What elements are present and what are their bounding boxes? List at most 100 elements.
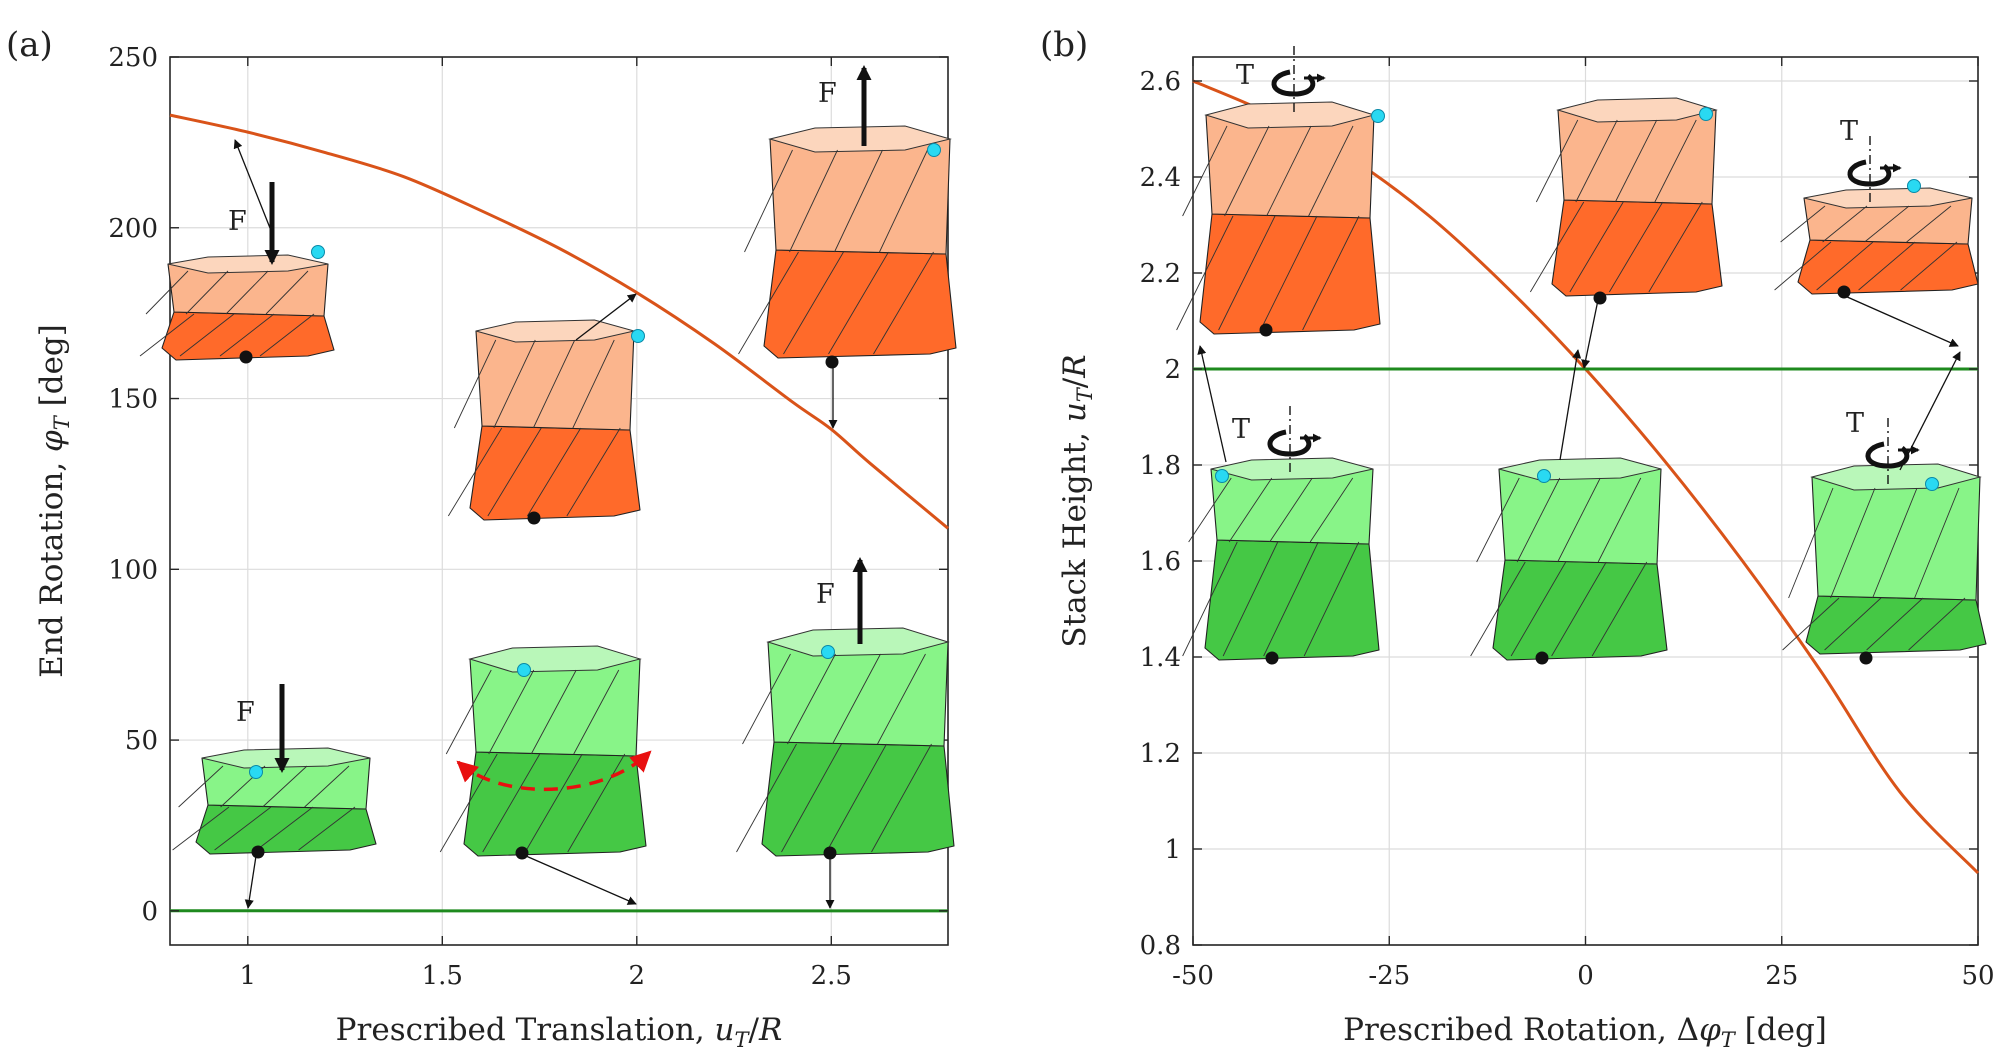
a-ytick-label: 150 bbox=[108, 385, 158, 415]
b-green-model-3-top-node bbox=[1925, 477, 1939, 491]
b-orange-model-3-crease bbox=[1858, 241, 1916, 291]
a-orange-model-2-bottom-node bbox=[527, 511, 541, 525]
a-pointer-green-2 bbox=[525, 855, 637, 905]
a-green-model-3 bbox=[736, 627, 955, 860]
a-ytick-label: 250 bbox=[108, 43, 158, 73]
b-green-model-2-crease bbox=[1591, 561, 1648, 657]
a-orange-model-1-top-node bbox=[311, 245, 325, 259]
b-orange-model-3-top-face bbox=[1803, 187, 1973, 209]
b-green-model-3-crease bbox=[1914, 487, 1960, 599]
a-green-model-1-crease bbox=[298, 806, 356, 851]
a-green-model-3-crease bbox=[877, 653, 926, 745]
b-green-model-2-top-node bbox=[1537, 469, 1551, 483]
b-orange-model-3-crease bbox=[1864, 205, 1910, 243]
a-orange-model-3-crease bbox=[873, 251, 934, 355]
a-green-model-3-top-node bbox=[821, 645, 835, 659]
a-orange-model-2-crease bbox=[453, 339, 497, 429]
b-xtick-label: 25 bbox=[1765, 961, 1798, 991]
b-orange-model-3-crease bbox=[1774, 241, 1832, 291]
a-force-down-orange-label: F bbox=[228, 206, 247, 237]
a-orange-model-1-crease bbox=[145, 270, 189, 315]
panel-a: 1 1.5 2 2.5 0 50 100 150 200 250 Prescribed Trans… bbox=[34, 43, 957, 1052]
a-green-model-3-crease bbox=[742, 653, 791, 745]
a-orange-branch-line bbox=[169, 113, 949, 530]
a-orange-model-3-crease bbox=[744, 149, 793, 253]
b-orange-model-1-top-node bbox=[1371, 109, 1385, 123]
a-ticks: 1 1.5 2 2.5 0 50 100 150 200 250 bbox=[108, 43, 948, 991]
a-orange-model-2-crease bbox=[572, 339, 615, 429]
b-orange-model-2-crease bbox=[1529, 201, 1585, 293]
b-xtick-label: -25 bbox=[1368, 961, 1410, 991]
a-green-model-1-crease bbox=[214, 806, 272, 851]
b-orange-model-2-crease bbox=[1614, 119, 1658, 203]
a-green-model-2-crease bbox=[445, 669, 492, 755]
a-green-model-3-crease bbox=[787, 653, 836, 745]
b-green-model-1-top-face bbox=[1210, 457, 1374, 481]
a-green-model-3-lower-module bbox=[761, 741, 955, 857]
a-orange-model-1-crease bbox=[265, 270, 309, 315]
a-green-model-2-top-face bbox=[468, 645, 642, 673]
b-orange-model-1-crease bbox=[1224, 125, 1270, 217]
b-torque-green-1: T bbox=[1232, 406, 1322, 476]
b-green-model-1-crease bbox=[1309, 477, 1354, 543]
b-models: T T T T bbox=[1176, 46, 1987, 665]
b-ticks: -50 -25 0 25 50 0.8 1 1.2 1.4 1.6 1.8 2 2.2 2.4 2.6 bbox=[1140, 57, 1995, 991]
a-green-model-1-crease bbox=[304, 765, 350, 808]
b-orange-model-1-crease bbox=[1308, 125, 1354, 217]
a-xlabel: Prescribed Translation, uT/R bbox=[336, 1012, 783, 1052]
a-orange-model-3-crease bbox=[834, 149, 883, 253]
a-green-model-3-crease bbox=[871, 743, 932, 853]
panel-b-label: (b) bbox=[1040, 25, 1088, 65]
a-orange-model-1-top-face bbox=[167, 254, 329, 274]
a-force-down-green-label: F bbox=[236, 697, 255, 728]
a-axes-box bbox=[169, 56, 949, 946]
b-green-model-3-crease bbox=[1788, 487, 1834, 599]
b-green-model-1-lower-module bbox=[1204, 539, 1380, 661]
b-ytick-label: 1.8 bbox=[1140, 451, 1181, 481]
b-pointer-orange-2 bbox=[1581, 299, 1599, 369]
a-pointer-orange-1 bbox=[233, 139, 271, 229]
b-pointer-orange-3 bbox=[1844, 295, 1959, 347]
b-ytick-label: 1.2 bbox=[1140, 739, 1181, 769]
b-green-model-1-crease bbox=[1263, 541, 1319, 657]
b-xtick-label: 50 bbox=[1961, 961, 1994, 991]
b-green-model-1-bottom-node bbox=[1265, 651, 1279, 665]
b-orange-model-1-crease bbox=[1266, 125, 1312, 217]
b-xlabel: Prescribed Rotation, ΔφT [deg] bbox=[1343, 1012, 1827, 1052]
b-green-model-1-top-node bbox=[1215, 469, 1229, 483]
b-green-model-1-crease bbox=[1228, 477, 1273, 543]
b-orange-model-3-crease bbox=[1900, 241, 1958, 291]
a-green-model-3-crease bbox=[832, 653, 881, 745]
a-green-model-1-top-node bbox=[249, 765, 263, 779]
b-ytick-label: 0.8 bbox=[1140, 931, 1181, 961]
a-pointer-green-1 bbox=[244, 855, 257, 909]
b-orange-model-1 bbox=[1176, 101, 1385, 337]
b-ytick-label: 2 bbox=[1164, 355, 1181, 385]
a-orange-model-2-crease bbox=[447, 427, 503, 517]
b-torque-green-3: T bbox=[1846, 408, 1920, 488]
a-orange-model-3-top-face bbox=[768, 125, 952, 153]
panel-b: -50 -25 0 25 50 0.8 1 1.2 1.4 1.6 1.8 2 2.2 2.4 2.6 Pr… bbox=[1057, 46, 1995, 1052]
b-ytick-label: 2.6 bbox=[1140, 67, 1181, 97]
b-orange-model-2-bottom-node bbox=[1593, 291, 1607, 305]
a-orange-model-3-bottom-node bbox=[825, 355, 839, 369]
b-orange-model-3-crease bbox=[1822, 205, 1868, 243]
b-green-model-1-crease bbox=[1188, 477, 1232, 543]
a-xtick-label: 2 bbox=[629, 961, 646, 991]
a-green-model-2-top-node bbox=[517, 663, 531, 677]
b-torque-green-1-label: T bbox=[1232, 414, 1250, 445]
b-orange-model-2-crease bbox=[1575, 119, 1618, 203]
a-green-model-2-bottom-node bbox=[515, 846, 529, 860]
a-orange-model-2-crease bbox=[493, 339, 536, 429]
a-orange-model-3-top-node bbox=[927, 143, 941, 157]
a-orange-model-3-lower-module bbox=[763, 249, 957, 359]
a-orange-model-1 bbox=[139, 245, 335, 364]
b-orange-model-1-lower-module bbox=[1199, 213, 1381, 335]
a-orange-model-3-crease bbox=[828, 251, 889, 355]
b-orange-model-3-crease bbox=[1816, 241, 1874, 291]
b-torque-orange-3-label: T bbox=[1840, 116, 1858, 147]
a-green-model-3-crease bbox=[736, 743, 797, 853]
a-orange-model-3-crease bbox=[879, 149, 928, 253]
b-green-model-3-crease bbox=[1782, 597, 1840, 651]
b-torque-orange-1-label: T bbox=[1236, 60, 1254, 91]
